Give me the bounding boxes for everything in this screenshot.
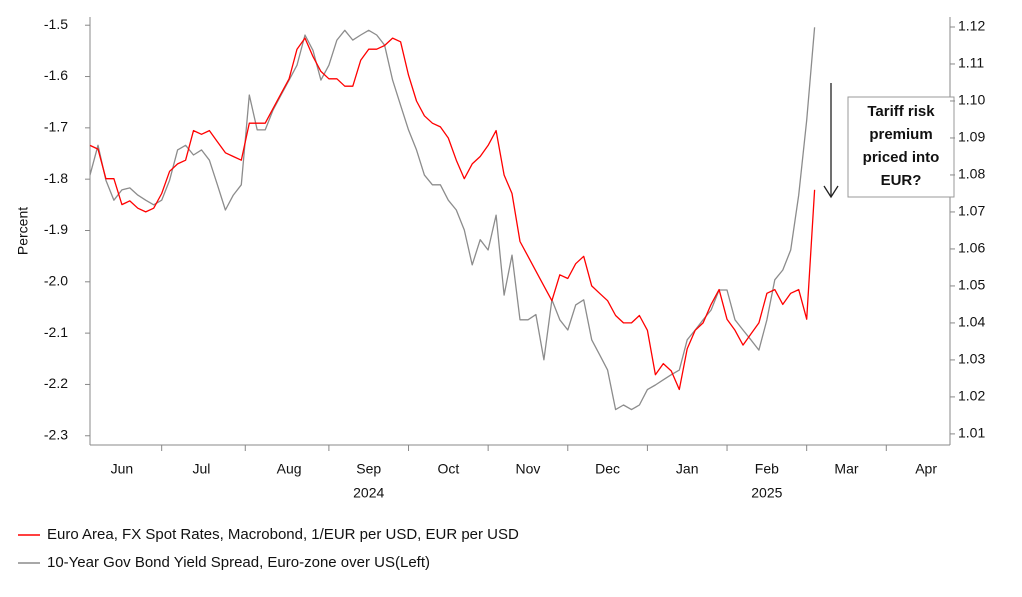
y2-tick-label: 1.06: [958, 240, 985, 256]
y-tick-label: -1.7: [44, 119, 68, 135]
x-tick-label: Jun: [111, 461, 134, 477]
x-tick-label: Apr: [915, 461, 937, 477]
annotation-arrowhead: [823, 185, 839, 199]
y2-tick-label: 1.10: [958, 92, 985, 108]
x-tick-label: Mar: [834, 461, 858, 477]
x-year-label: 2024: [353, 485, 384, 501]
y2-tick-label: 1.12: [958, 18, 985, 34]
y-tick-label: -1.5: [44, 16, 68, 32]
annotation-box: [847, 96, 955, 198]
annotation-text: EUR?: [881, 172, 922, 189]
x-tick-label: Dec: [595, 461, 620, 477]
series-line: [89, 27, 816, 411]
y2-tick-label: 1.03: [958, 351, 985, 367]
y2-tick-label: 1.02: [958, 388, 985, 404]
y-tick-label: -2.2: [44, 375, 68, 391]
legend-label: 10-Year Gov Bond Yield Spread, Euro-zone…: [47, 554, 430, 571]
x-tick-label: Oct: [437, 461, 459, 477]
y-tick-label: -1.8: [44, 170, 68, 186]
y2-tick-label: 1.04: [958, 314, 985, 330]
annotation-text: priced into: [863, 149, 940, 166]
y2-tick-label: 1.09: [958, 129, 985, 145]
annotation-text: Tariff risk: [867, 103, 935, 120]
y2-tick-label: 1.07: [958, 203, 985, 219]
x-tick-label: Sep: [356, 461, 381, 477]
y-tick-label: -1.6: [44, 67, 68, 83]
annotation-text: premium: [869, 126, 932, 143]
y-tick-label: -2.0: [44, 273, 68, 289]
x-tick-label: Nov: [516, 461, 541, 477]
y-axis-label: Percent: [15, 207, 31, 255]
y-tick-label: -2.3: [44, 426, 68, 442]
x-tick-label: Aug: [277, 461, 302, 477]
y2-tick-label: 1.11: [958, 55, 984, 71]
y-tick-label: -2.1: [44, 324, 68, 340]
y2-tick-label: 1.08: [958, 166, 985, 182]
y-tick-label: -1.9: [44, 221, 68, 237]
x-year-label: 2025: [751, 485, 782, 501]
x-tick-label: Jan: [676, 461, 699, 477]
y2-tick-label: 1.01: [958, 425, 985, 441]
x-tick-label: Feb: [755, 461, 779, 477]
legend-label: Euro Area, FX Spot Rates, Macrobond, 1/E…: [47, 526, 519, 543]
series-line: [89, 37, 816, 391]
y2-tick-label: 1.05: [958, 277, 985, 293]
x-tick-label: Jul: [193, 461, 211, 477]
